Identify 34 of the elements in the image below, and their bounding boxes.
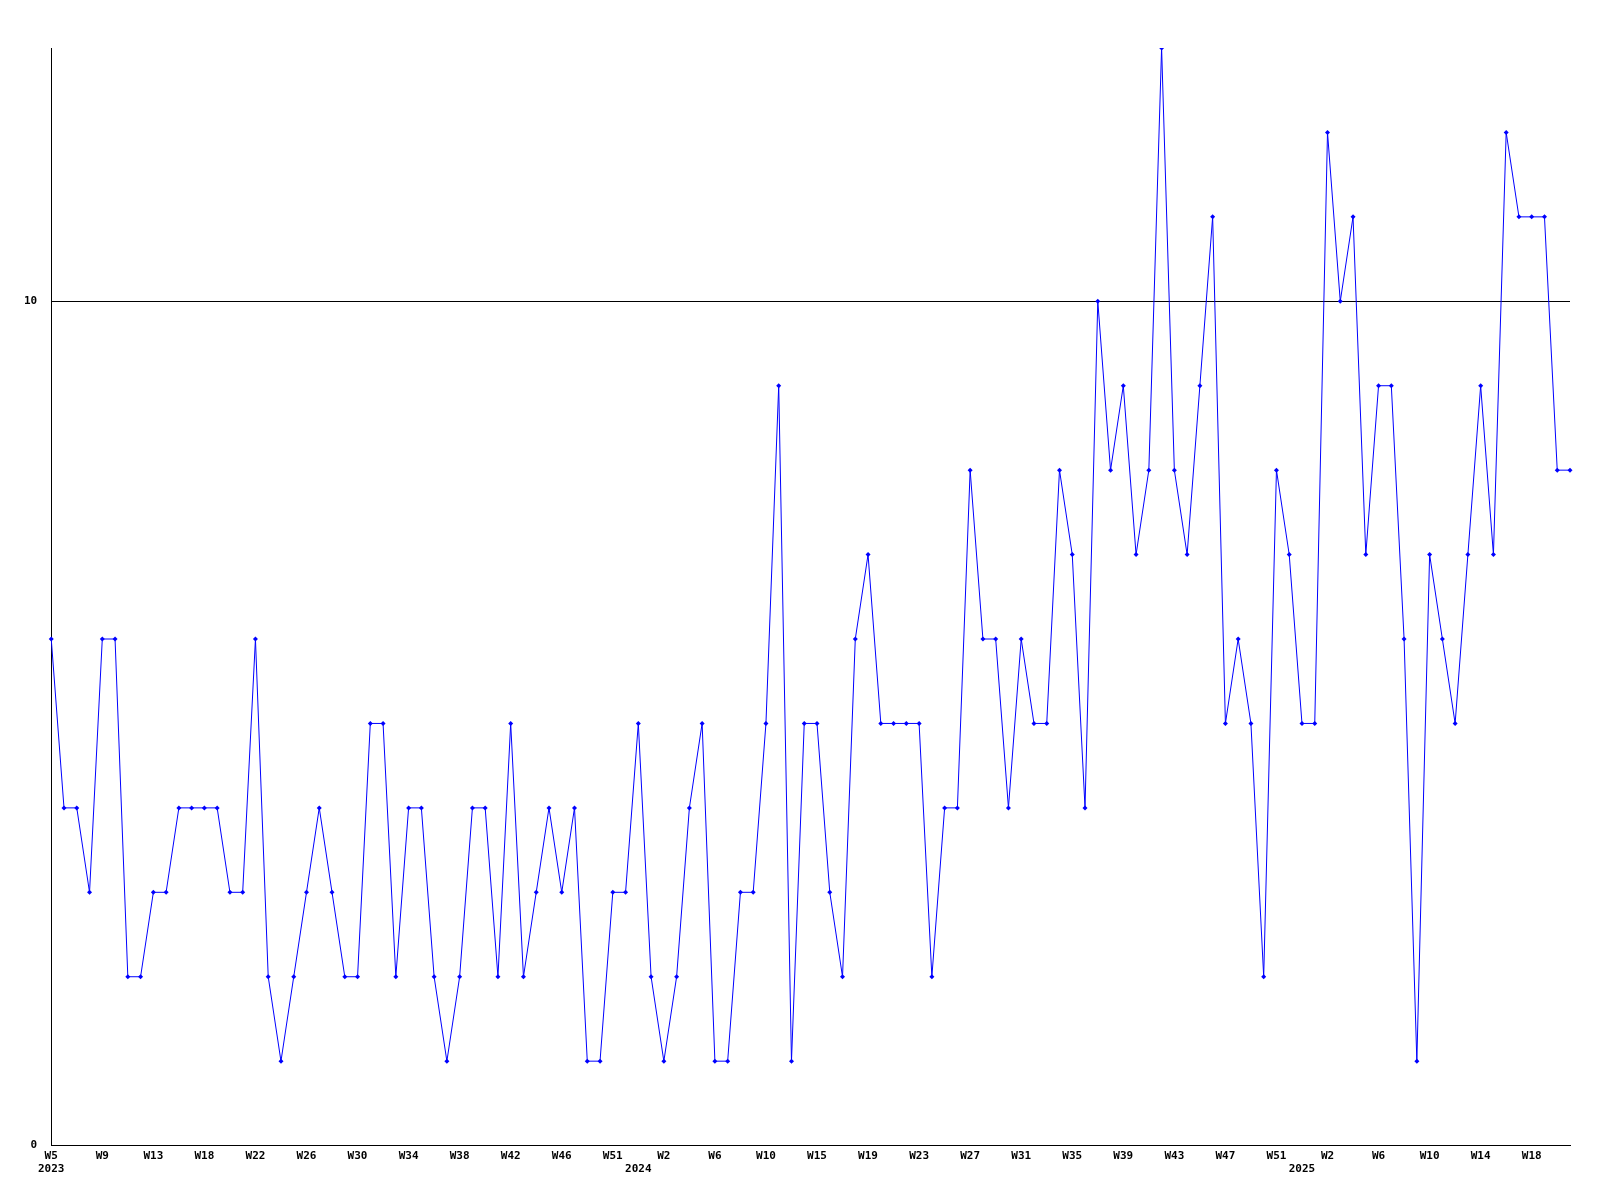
x-tick-label: W46	[551, 1149, 573, 1163]
x-tick-label: W19	[858, 1149, 878, 1163]
x-tick-label: W27	[960, 1149, 981, 1163]
x-tick-label: W18	[1521, 1149, 1542, 1163]
x-tick-label: W14	[1470, 1149, 1491, 1163]
x-tick-label: W10	[1419, 1149, 1440, 1163]
x-tick-label: W31	[1011, 1149, 1032, 1163]
x-tick-label: 2024	[625, 1162, 652, 1176]
x-tick-label: W22	[245, 1149, 266, 1163]
x-tick-label: W5 2023	[38, 1149, 65, 1176]
x-tick-label: W26	[296, 1149, 317, 1163]
x-tick-label: W6	[708, 1149, 722, 1163]
x-tick-label: 2025	[1288, 1162, 1316, 1176]
x-tick-label: W43	[1164, 1149, 1185, 1163]
x-tick-label: W47	[1215, 1149, 1236, 1163]
x-tick-label: W6	[1371, 1149, 1386, 1163]
x-tick-label: W13	[143, 1149, 164, 1163]
x-tick-label: W39	[1113, 1149, 1134, 1163]
x-tick-label: W2	[657, 1149, 671, 1163]
x-tick-label: W51	[1266, 1149, 1287, 1163]
y-tick-label: 10	[24, 294, 38, 308]
x-tick-label: W35	[1062, 1149, 1083, 1163]
x-tick-label: W30	[347, 1149, 368, 1163]
x-tick-label: W34	[398, 1149, 419, 1163]
x-tick-label: W2	[1320, 1149, 1335, 1163]
x-tick-label: W38	[449, 1149, 470, 1163]
x-tick-label: W18	[194, 1149, 215, 1163]
x-tick-label: W23	[909, 1149, 930, 1163]
x-tick-label: W42	[500, 1149, 521, 1163]
x-tick-label: W15	[807, 1149, 827, 1163]
y-tick-label: 0	[30, 1138, 38, 1152]
x-tick-label: W9	[95, 1149, 109, 1163]
x-tick-label: W10	[756, 1149, 776, 1163]
x-tick-label: W51	[602, 1149, 624, 1163]
